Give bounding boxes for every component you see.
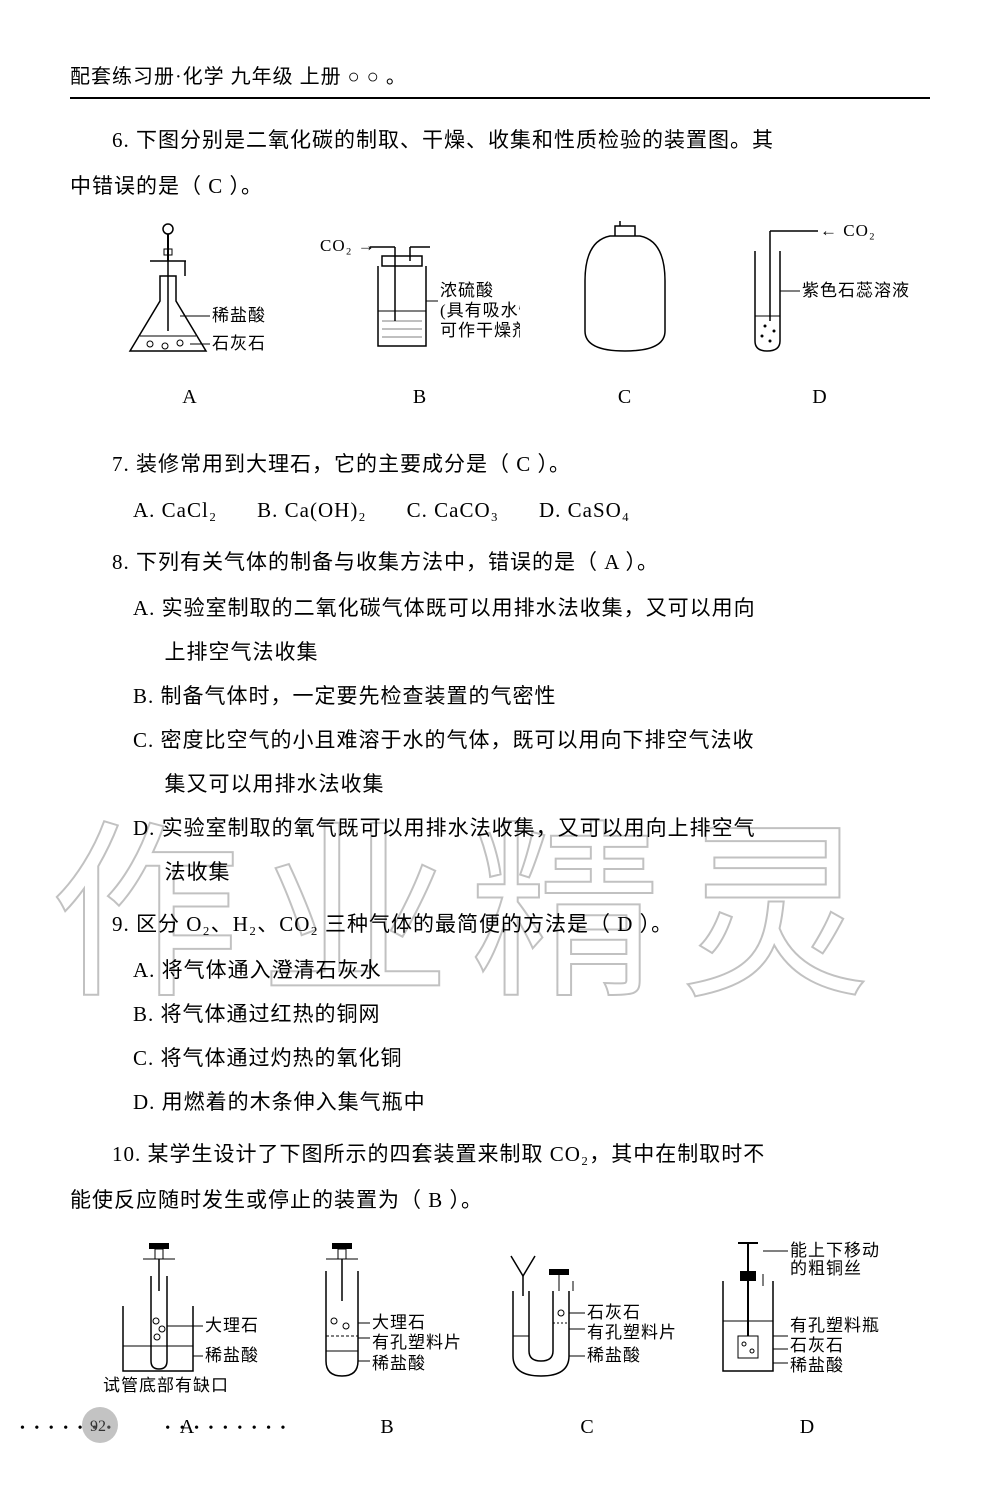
q8-opt-D1: D. 实验室制取的氧气既可以用排水法收集，又可以用向上排空气 bbox=[133, 807, 930, 849]
svg-text:能上下移动: 能上下移动 bbox=[790, 1241, 880, 1260]
q7-options: A. CaCl₂ B. Ca(OH)₂ C. CaCO₃ D. CaSO₄ bbox=[70, 489, 930, 531]
q6-text1: 6. 下图分别是二氧化碳的制取、干燥、收集和性质检验的装置图。其 bbox=[70, 119, 930, 161]
svg-text:稀盐酸: 稀盐酸 bbox=[587, 1346, 641, 1365]
svg-text:(具有吸水性，: (具有吸水性， bbox=[440, 301, 520, 320]
q6-label-C: C bbox=[570, 377, 680, 417]
q8-opt-C2: 集又可以用排水法收集 bbox=[133, 763, 930, 805]
q10-diagram-D: 能上下移动 的粗铜丝 有孔塑料瓶 石灰石 稀盐酸 D bbox=[708, 1241, 908, 1447]
q10-label-C: C bbox=[493, 1407, 683, 1447]
svg-text:大理石: 大理石 bbox=[205, 1316, 259, 1335]
q8-text: 8. 下列有关气体的制备与收集方法中，错误的是（ A ）。 bbox=[70, 541, 930, 583]
q6-label-D: D bbox=[730, 377, 910, 417]
page-header: 配套练习册·化学 九年级 上册 ○ ○ 。 bbox=[70, 60, 930, 99]
q6-label-A: A bbox=[110, 377, 270, 417]
svg-text:CO₂ →: CO₂ → bbox=[320, 236, 376, 255]
svg-text:有孔塑料片: 有孔塑料片 bbox=[372, 1333, 462, 1352]
svg-text:试管底部有缺口: 试管底部有缺口 bbox=[103, 1376, 229, 1395]
q8-opt-A2: 上排空气法收集 bbox=[133, 631, 930, 673]
svg-text:稀盐酸: 稀盐酸 bbox=[790, 1356, 844, 1375]
q7-opt-D: D. CaSO₄ bbox=[539, 489, 630, 531]
q9-opt-C: C. 将气体通过灼热的氧化铜 bbox=[133, 1037, 930, 1079]
q10-diagram-A: 大理石 稀盐酸 试管底部有缺口 A bbox=[93, 1241, 283, 1447]
q6-diagram-B: CO₂ → 浓硫酸 (具有吸水性， 可作干燥剂) B bbox=[320, 221, 520, 417]
svg-text:浓硫酸: 浓硫酸 bbox=[440, 281, 494, 300]
svg-text:石灰石: 石灰石 bbox=[790, 1336, 844, 1355]
q9-opt-A: A. 将气体通入澄清石灰水 bbox=[133, 949, 930, 991]
q9-options: A. 将气体通入澄清石灰水 B. 将气体通过红热的铜网 C. 将气体通过灼热的氧… bbox=[70, 949, 930, 1123]
svg-text:的粗铜丝: 的粗铜丝 bbox=[790, 1259, 862, 1278]
q10-text1: 10. 某学生设计了下图所示的四套装置来制取 CO₂，其中在制取时不 bbox=[70, 1133, 930, 1175]
q8-opt-A1: A. 实验室制取的二氧化碳气体既可以用排水法收集，又可以用向 bbox=[133, 587, 930, 629]
svg-text:稀盐酸: 稀盐酸 bbox=[372, 1354, 426, 1373]
q10-label-A: A bbox=[93, 1407, 283, 1447]
q8-opt-B: B. 制备气体时，一定要先检查装置的气密性 bbox=[133, 675, 930, 717]
q6-diagram-D: ← CO₂ 紫色石蕊溶液 D bbox=[730, 221, 910, 417]
question-7: 7. 装修常用到大理石，它的主要成分是（ C ）。 A. CaCl₂ B. Ca… bbox=[70, 443, 930, 531]
q6-diagram-A: 稀盐酸 石灰石 A bbox=[110, 221, 270, 417]
svg-text:有孔塑料片: 有孔塑料片 bbox=[587, 1323, 677, 1342]
header-title: 配套练习册·化学 九年级 上册 ○ ○ 。 bbox=[70, 66, 407, 88]
question-9: 9. 区分 O₂、H₂、CO₂ 三种气体的最简便的方法是（ D ）。 A. 将气… bbox=[70, 903, 930, 1123]
q6-diagrams: 稀盐酸 石灰石 A CO₂ → bbox=[70, 211, 930, 427]
svg-text:紫色石蕊溶液: 紫色石蕊溶液 bbox=[802, 281, 910, 300]
q7-opt-A: A. CaCl₂ bbox=[133, 489, 217, 531]
q9-opt-B: B. 将气体通过红热的铜网 bbox=[133, 993, 930, 1035]
q6-text2: 中错误的是（ C ）。 bbox=[70, 165, 930, 207]
question-6: 6. 下图分别是二氧化碳的制取、干燥、收集和性质检验的装置图。其 中错误的是（ … bbox=[70, 119, 930, 427]
q7-opt-C: C. CaCO₃ bbox=[407, 489, 499, 531]
svg-text:大理石: 大理石 bbox=[372, 1313, 426, 1332]
q8-options: A. 实验室制取的二氧化碳气体既可以用排水法收集，又可以用向 上排空气法收集 B… bbox=[70, 587, 930, 893]
q10-label-D: D bbox=[708, 1407, 908, 1447]
q7-opt-B: B. Ca(OH)₂ bbox=[257, 489, 366, 531]
svg-text:石灰石: 石灰石 bbox=[587, 1303, 641, 1322]
q9-opt-D: D. 用燃着的木条伸入集气瓶中 bbox=[133, 1081, 930, 1123]
svg-text:石灰石: 石灰石 bbox=[212, 334, 266, 353]
svg-text:← CO₂: ← CO₂ bbox=[820, 221, 876, 240]
q8-opt-C1: C. 密度比空气的小且难溶于水的气体，既可以用向下排空气法收 bbox=[133, 719, 930, 761]
q10-diagram-C: 石灰石 有孔塑料片 稀盐酸 C bbox=[493, 1241, 683, 1447]
q10-label-B: B bbox=[308, 1407, 468, 1447]
svg-text:稀盐酸: 稀盐酸 bbox=[212, 306, 266, 325]
svg-text:稀盐酸: 稀盐酸 bbox=[205, 1346, 259, 1365]
question-8: 8. 下列有关气体的制备与收集方法中，错误的是（ A ）。 A. 实验室制取的二… bbox=[70, 541, 930, 893]
svg-text:有孔塑料瓶: 有孔塑料瓶 bbox=[790, 1316, 880, 1335]
q6-diagram-C: C bbox=[570, 221, 680, 417]
q10-diagrams: 大理石 稀盐酸 试管底部有缺口 A bbox=[70, 1231, 930, 1457]
q6-label-B: B bbox=[320, 377, 520, 417]
q10-diagram-B: 大理石 有孔塑料片 稀盐酸 B bbox=[308, 1241, 468, 1447]
q7-text: 7. 装修常用到大理石，它的主要成分是（ C ）。 bbox=[70, 443, 930, 485]
q8-opt-D2: 法收集 bbox=[133, 851, 930, 893]
q9-text: 9. 区分 O₂、H₂、CO₂ 三种气体的最简便的方法是（ D ）。 bbox=[70, 903, 930, 945]
q10-text2: 能使反应随时发生或停止的装置为（ B ）。 bbox=[70, 1179, 930, 1221]
question-10: 10. 某学生设计了下图所示的四套装置来制取 CO₂，其中在制取时不 能使反应随… bbox=[70, 1133, 930, 1457]
svg-text:可作干燥剂): 可作干燥剂) bbox=[440, 321, 520, 340]
